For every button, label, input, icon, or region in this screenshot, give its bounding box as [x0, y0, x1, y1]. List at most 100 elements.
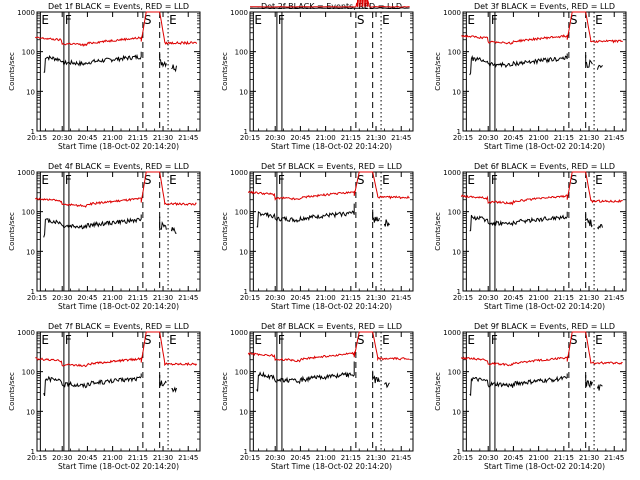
plot-frame: [36, 11, 201, 132]
time-marker-label: S: [570, 13, 578, 27]
time-marker-label: E: [41, 173, 49, 187]
y-tick-label: 1: [244, 288, 248, 296]
x-axis-label: Start Time (18-Oct-02 20:14:20): [58, 142, 179, 151]
y-tick-label: 1000: [17, 169, 35, 177]
x-tick-label: 21:30: [366, 134, 386, 142]
x-tick-label: 20:15: [240, 134, 260, 142]
y-tick-label: 100: [235, 369, 248, 377]
chart-panel-3: Det 3f BLACK = Events, RED = LLD 1 10 100 10…: [434, 2, 627, 151]
chart-panel-8: Det 8f BLACK = Events, RED = LLD 1 10 100 10…: [221, 322, 414, 471]
x-tick-label: 20:30: [52, 294, 72, 302]
y-tick-label: 1: [31, 448, 35, 456]
x-tick-label: 21:00: [529, 454, 549, 462]
time-marker-label: E: [467, 173, 475, 187]
y-tick-label: 1000: [230, 9, 248, 17]
x-tick-label: 21:00: [316, 294, 336, 302]
series-line-events: [43, 214, 142, 238]
time-marker-label: S: [357, 333, 365, 347]
series-line-lld: [35, 11, 198, 47]
x-tick-label: 21:45: [178, 294, 198, 302]
time-marker-label: E: [595, 173, 603, 187]
y-tick-label: 1000: [230, 329, 248, 337]
series-line-lld: [461, 11, 623, 45]
x-tick-label: 21:30: [153, 454, 173, 462]
time-marker-label: E: [254, 13, 262, 27]
series-line-events: [585, 213, 593, 228]
series-line-lld: [247, 331, 410, 363]
chart-panel-6: Det 6f BLACK = Events, RED = LLD 1 10 100 10…: [434, 162, 627, 311]
x-tick-label: 20:30: [478, 134, 498, 142]
x-tick-label: 20:30: [265, 294, 285, 302]
series-line-lld: [369, 5, 410, 8]
x-tick-label: 21:15: [554, 454, 574, 462]
time-marker-label: S: [144, 173, 152, 187]
x-tick-label: 20:45: [77, 294, 97, 302]
x-tick-label: 20:15: [27, 294, 47, 302]
y-tick-label: 10: [26, 408, 35, 416]
x-tick-label: 21:30: [366, 294, 386, 302]
time-marker-label: S: [144, 13, 152, 27]
plot-frame: [462, 171, 627, 292]
time-marker-label: F: [491, 173, 498, 187]
x-tick-label: 21:15: [128, 454, 148, 462]
x-tick-label: 20:45: [290, 294, 310, 302]
y-tick-label: 1: [457, 128, 461, 136]
y-tick-label: 100: [448, 369, 461, 377]
time-marker-label: F: [278, 333, 285, 347]
time-marker-label: E: [595, 333, 603, 347]
y-tick-label: 1000: [17, 329, 35, 337]
x-tick-label: 21:45: [178, 454, 198, 462]
series-line-events: [383, 382, 390, 389]
y-tick-label: 100: [235, 49, 248, 57]
y-tick-label: 100: [235, 209, 248, 217]
series-line-lld: [460, 331, 623, 367]
series-line-lld: [250, 0, 370, 8]
series-line-events: [597, 224, 603, 230]
x-axis-label: Start Time (18-Oct-02 20:14:20): [484, 462, 605, 471]
series-line-events: [256, 203, 355, 228]
x-tick-label: 21:00: [316, 134, 336, 142]
y-axis-label: Counts/sec: [8, 52, 16, 91]
chart-panel-9: Det 9f BLACK = Events, RED = LLD 1 10 100 10…: [434, 322, 627, 471]
x-tick-label: 20:45: [290, 134, 310, 142]
y-axis-label: Counts/sec: [434, 372, 442, 411]
x-tick-label: 21:45: [391, 454, 411, 462]
y-axis-label: Counts/sec: [221, 212, 229, 251]
y-axis-label: Counts/sec: [8, 212, 16, 251]
x-tick-label: 21:30: [366, 454, 386, 462]
x-tick-label: 20:45: [503, 454, 523, 462]
y-tick-label: 1000: [230, 169, 248, 177]
series-line-events: [43, 373, 142, 397]
time-marker-label: E: [41, 13, 49, 27]
x-tick-label: 20:45: [77, 134, 97, 142]
series-line-lld: [460, 171, 623, 206]
plot-frame: [36, 331, 201, 452]
time-marker-label: E: [254, 333, 262, 347]
y-axis-label: Counts/sec: [221, 52, 229, 91]
chart-panel-2: Det 2f BLACK = Events, RED = LLD11010010…: [221, 0, 414, 151]
time-marker-label: E: [595, 13, 603, 27]
time-marker-label: S: [570, 333, 578, 347]
series-line-events: [159, 53, 167, 68]
plot-frame: [462, 331, 627, 452]
x-tick-label: 21:15: [554, 294, 574, 302]
x-tick-label: 21:45: [391, 294, 411, 302]
x-tick-label: 21:30: [579, 294, 599, 302]
y-tick-label: 1000: [443, 9, 461, 17]
series-line-events: [372, 209, 380, 223]
series-line-events: [159, 375, 167, 389]
chart-panel-7: Det 7f BLACK = Events, RED = LLD 1 10 100 10…: [8, 322, 201, 471]
plot-frame: [249, 331, 414, 452]
y-axis-label: Counts/sec: [221, 372, 229, 411]
time-marker-label: E: [169, 333, 177, 347]
chart-panel-4: Det 4f BLACK = Events, RED = LLD 1 10 100 10…: [8, 162, 201, 311]
x-tick-label: 21:15: [128, 294, 148, 302]
y-tick-label: 100: [448, 209, 461, 217]
x-tick-label: 20:30: [52, 454, 72, 462]
y-tick-label: 1: [457, 448, 461, 456]
x-axis-label: Start Time (18-Oct-02 20:14:20): [484, 302, 605, 311]
time-marker-label: F: [491, 333, 498, 347]
x-tick-label: 21:00: [316, 454, 336, 462]
chart-title: Det 3f BLACK = Events, RED = LLD: [474, 2, 615, 11]
x-axis-label: Start Time (18-Oct-02 20:14:20): [271, 302, 392, 311]
